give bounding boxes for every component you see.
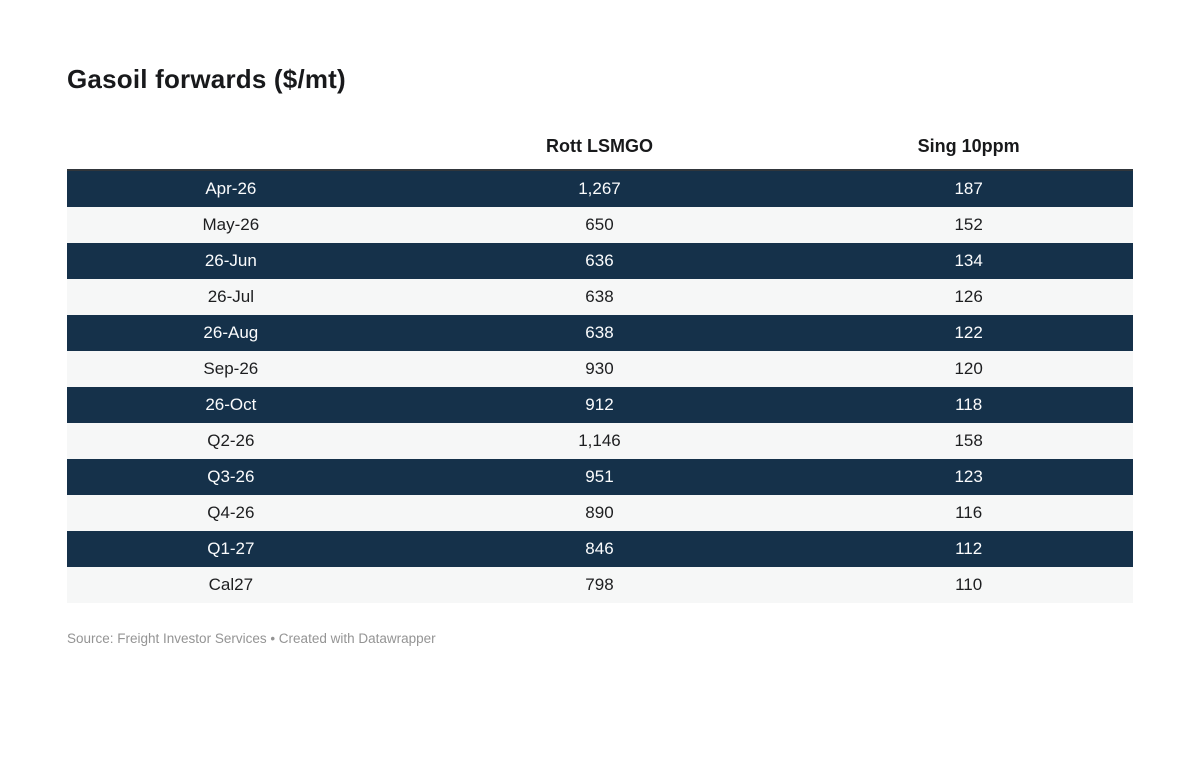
- cell-sing-10ppm: 122: [954, 323, 983, 342]
- cell-rott-lsmgo: 638: [585, 323, 614, 342]
- table-row: Apr-26 1,267 187: [67, 171, 1133, 207]
- cell-period: Q4-26: [207, 503, 255, 522]
- cell-rott-lsmgo: 650: [585, 215, 614, 234]
- cell-rott-lsmgo: 930: [585, 359, 614, 378]
- column-header-sing-10ppm: Sing 10ppm: [917, 136, 1020, 156]
- cell-sing-10ppm: 118: [955, 395, 983, 414]
- cell-sing-10ppm: 116: [955, 503, 983, 522]
- cell-rott-lsmgo: 638: [585, 287, 614, 306]
- table-body: Apr-26 1,267 187 May-26 650 152 26-Jun 6…: [67, 169, 1133, 603]
- chart-title: Gasoil forwards ($/mt): [67, 64, 346, 94]
- cell-sing-10ppm: 187: [954, 179, 983, 198]
- table-row: Q4-26 890 116: [67, 495, 1133, 531]
- cell-sing-10ppm: 158: [954, 431, 983, 450]
- cell-rott-lsmgo: 890: [585, 503, 614, 522]
- cell-period: 26-Oct: [205, 395, 257, 414]
- table-row: Q2-26 1,146 158: [67, 423, 1133, 459]
- cell-sing-10ppm: 110: [955, 575, 983, 594]
- cell-sing-10ppm: 112: [955, 539, 983, 558]
- cell-period: 26-Jul: [207, 287, 254, 306]
- table-row: Cal27 798 110: [67, 567, 1133, 603]
- column-header-rott-lsmgo: Rott LSMGO: [546, 136, 653, 156]
- table-row: Sep-26 930 120: [67, 351, 1133, 387]
- cell-period: Q2-26: [207, 431, 255, 450]
- cell-period: Sep-26: [203, 359, 259, 378]
- table-row: 26-Aug 638 122: [67, 315, 1133, 351]
- cell-sing-10ppm: 120: [954, 359, 983, 378]
- cell-period: Apr-26: [205, 179, 257, 198]
- cell-period: Q3-26: [207, 467, 255, 486]
- table-header-row: Rott LSMGO Sing 10ppm: [67, 136, 1133, 157]
- datawrapper-table-page: Gasoil forwards ($/mt) Rott LSMGO Sing 1…: [0, 62, 1200, 778]
- table-row: 26-Jun 636 134: [67, 243, 1133, 279]
- cell-rott-lsmgo: 912: [585, 395, 614, 414]
- cell-period: 26-Jun: [204, 251, 257, 270]
- table-row: May-26 650 152: [67, 207, 1133, 243]
- table-row: 26-Jul 638 126: [67, 279, 1133, 315]
- cell-rott-lsmgo: 1,267: [578, 179, 621, 198]
- cell-sing-10ppm: 152: [954, 215, 983, 234]
- cell-rott-lsmgo: 846: [585, 539, 614, 558]
- cell-period: May-26: [202, 215, 260, 234]
- cell-period: 26-Aug: [203, 323, 259, 342]
- cell-rott-lsmgo: 636: [585, 251, 614, 270]
- cell-period: Cal27: [208, 575, 254, 594]
- cell-sing-10ppm: 123: [954, 467, 983, 486]
- table-row: Q3-26 951 123: [67, 459, 1133, 495]
- cell-sing-10ppm: 126: [954, 287, 983, 306]
- source-attribution: Source: Freight Investor Services • Crea…: [67, 631, 436, 646]
- cell-period: Q1-27: [207, 539, 255, 558]
- cell-sing-10ppm: 134: [954, 251, 983, 270]
- cell-rott-lsmgo: 798: [585, 575, 614, 594]
- table-row: Q1-27 846 112: [67, 531, 1133, 567]
- table-row: 26-Oct 912 118: [67, 387, 1133, 423]
- cell-rott-lsmgo: 951: [585, 467, 614, 486]
- column-header-period: [67, 136, 395, 157]
- cell-rott-lsmgo: 1,146: [578, 431, 621, 450]
